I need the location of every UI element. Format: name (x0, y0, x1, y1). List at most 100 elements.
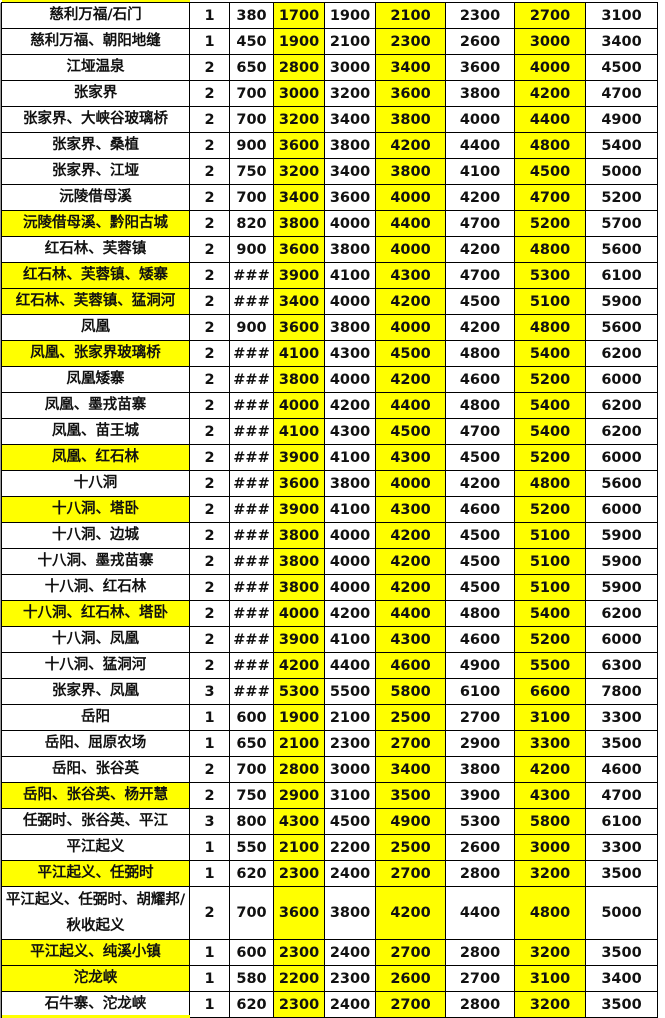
value-cell-7[interactable]: 4700 (514, 184, 586, 211)
route-name-cell[interactable]: 岳阳、张谷英、杨开慧 (1, 782, 190, 809)
value-cell-4[interactable]: 3800 (324, 236, 376, 263)
value-cell-6[interactable]: 4000 (445, 106, 515, 133)
route-name-cell[interactable]: 十八洞、边城 (1, 522, 190, 549)
value-cell-7[interactable]: 3000 (514, 834, 586, 861)
value-cell-2[interactable]: 750 (229, 158, 274, 185)
value-cell-7[interactable]: 5200 (514, 626, 586, 653)
value-cell-3[interactable]: 2200 (273, 965, 325, 992)
value-cell-5[interactable]: 4200 (375, 366, 446, 393)
value-cell-6[interactable]: 2700 (445, 704, 515, 731)
value-cell-3[interactable]: 2300 (273, 991, 325, 1018)
value-cell-2[interactable]: ### (229, 626, 274, 653)
value-cell-1[interactable]: 2 (189, 54, 230, 81)
value-cell-3[interactable]: 2800 (273, 756, 325, 783)
value-cell-4[interactable]: 2300 (324, 730, 376, 757)
value-cell-3[interactable]: 3400 (273, 288, 325, 315)
value-cell-4[interactable]: 4100 (324, 496, 376, 523)
value-cell-4[interactable]: 1900 (324, 2, 376, 29)
value-cell-3[interactable]: 2100 (273, 834, 325, 861)
route-name-cell[interactable]: 红石林、芙蓉镇、矮寨 (1, 262, 190, 289)
value-cell-8[interactable]: 5600 (585, 470, 658, 497)
value-cell-3[interactable]: 3600 (273, 314, 325, 341)
value-cell-8[interactable]: 6300 (585, 652, 658, 679)
value-cell-6[interactable]: 4400 (445, 132, 515, 159)
value-cell-1[interactable]: 2 (189, 418, 230, 445)
value-cell-4[interactable]: 3100 (324, 782, 376, 809)
route-name-cell[interactable]: 慈利万福、朝阳地缝 (1, 28, 190, 55)
value-cell-8[interactable]: 3100 (585, 2, 658, 29)
value-cell-6[interactable]: 2300 (445, 2, 515, 29)
value-cell-4[interactable]: 3200 (324, 80, 376, 107)
value-cell-6[interactable]: 4500 (445, 522, 515, 549)
value-cell-4[interactable]: 4500 (324, 808, 376, 835)
value-cell-4[interactable]: 2100 (324, 28, 376, 55)
value-cell-6[interactable]: 4500 (445, 574, 515, 601)
value-cell-1[interactable]: 2 (189, 236, 230, 263)
value-cell-5[interactable]: 4200 (375, 522, 446, 549)
value-cell-5[interactable]: 2300 (375, 28, 446, 55)
value-cell-4[interactable]: 3600 (324, 184, 376, 211)
value-cell-2[interactable]: ### (229, 288, 274, 315)
value-cell-3[interactable]: 3800 (273, 366, 325, 393)
value-cell-2[interactable]: ### (229, 652, 274, 679)
value-cell-2[interactable]: 620 (229, 860, 274, 887)
route-name-cell[interactable]: 十八洞、塔卧 (1, 496, 190, 523)
value-cell-8[interactable]: 5400 (585, 132, 658, 159)
value-cell-5[interactable]: 4400 (375, 392, 446, 419)
value-cell-2[interactable]: 700 (229, 106, 274, 133)
value-cell-3[interactable]: 2100 (273, 730, 325, 757)
value-cell-7[interactable]: 2700 (514, 2, 586, 29)
value-cell-1[interactable]: 2 (189, 652, 230, 679)
value-cell-6[interactable]: 3800 (445, 80, 515, 107)
value-cell-1[interactable]: 2 (189, 600, 230, 627)
value-cell-7[interactable]: 5100 (514, 548, 586, 575)
value-cell-7[interactable]: 3100 (514, 965, 586, 992)
value-cell-3[interactable]: 1900 (273, 28, 325, 55)
value-cell-6[interactable]: 2800 (445, 939, 515, 966)
value-cell-2[interactable]: 600 (229, 704, 274, 731)
value-cell-5[interactable]: 4000 (375, 184, 446, 211)
value-cell-5[interactable]: 2700 (375, 860, 446, 887)
route-name-cell[interactable]: 沱龙峡 (1, 965, 190, 992)
value-cell-8[interactable]: 5600 (585, 236, 658, 263)
value-cell-3[interactable]: 3900 (273, 444, 325, 471)
value-cell-2[interactable]: 900 (229, 314, 274, 341)
value-cell-8[interactable]: 3400 (585, 965, 658, 992)
value-cell-4[interactable]: 4100 (324, 626, 376, 653)
value-cell-1[interactable]: 1 (189, 965, 230, 992)
value-cell-8[interactable]: 3300 (585, 704, 658, 731)
value-cell-2[interactable]: 750 (229, 782, 274, 809)
value-cell-2[interactable]: 700 (229, 80, 274, 107)
route-name-cell[interactable]: 十八洞、猛洞河 (1, 652, 190, 679)
route-name-cell[interactable]: 沅陵借母溪 (1, 184, 190, 211)
value-cell-3[interactable]: 4100 (273, 340, 325, 367)
value-cell-4[interactable]: 3800 (324, 314, 376, 341)
value-cell-3[interactable]: 3200 (273, 158, 325, 185)
value-cell-7[interactable]: 5500 (514, 652, 586, 679)
value-cell-7[interactable]: 5200 (514, 496, 586, 523)
route-name-cell[interactable]: 张家界、桑植 (1, 132, 190, 159)
value-cell-4[interactable]: 3400 (324, 106, 376, 133)
route-name-cell[interactable]: 石牛寨、沱龙峡 (1, 991, 190, 1018)
value-cell-5[interactable]: 2700 (375, 939, 446, 966)
value-cell-3[interactable]: 3000 (273, 80, 325, 107)
value-cell-8[interactable]: 5000 (585, 886, 658, 940)
value-cell-7[interactable]: 4200 (514, 80, 586, 107)
value-cell-3[interactable]: 3800 (273, 548, 325, 575)
value-cell-6[interactable]: 4400 (445, 886, 515, 940)
value-cell-1[interactable]: 3 (189, 808, 230, 835)
value-cell-3[interactable]: 4300 (273, 808, 325, 835)
value-cell-5[interactable]: 4500 (375, 340, 446, 367)
value-cell-8[interactable]: 7800 (585, 678, 658, 705)
value-cell-1[interactable]: 2 (189, 80, 230, 107)
value-cell-7[interactable]: 5300 (514, 262, 586, 289)
value-cell-1[interactable]: 1 (189, 28, 230, 55)
value-cell-4[interactable]: 4300 (324, 418, 376, 445)
value-cell-1[interactable]: 2 (189, 626, 230, 653)
value-cell-5[interactable]: 2600 (375, 965, 446, 992)
value-cell-1[interactable]: 2 (189, 106, 230, 133)
value-cell-1[interactable]: 1 (189, 991, 230, 1018)
value-cell-7[interactable]: 4400 (514, 106, 586, 133)
value-cell-4[interactable]: 5500 (324, 678, 376, 705)
value-cell-5[interactable]: 3400 (375, 756, 446, 783)
